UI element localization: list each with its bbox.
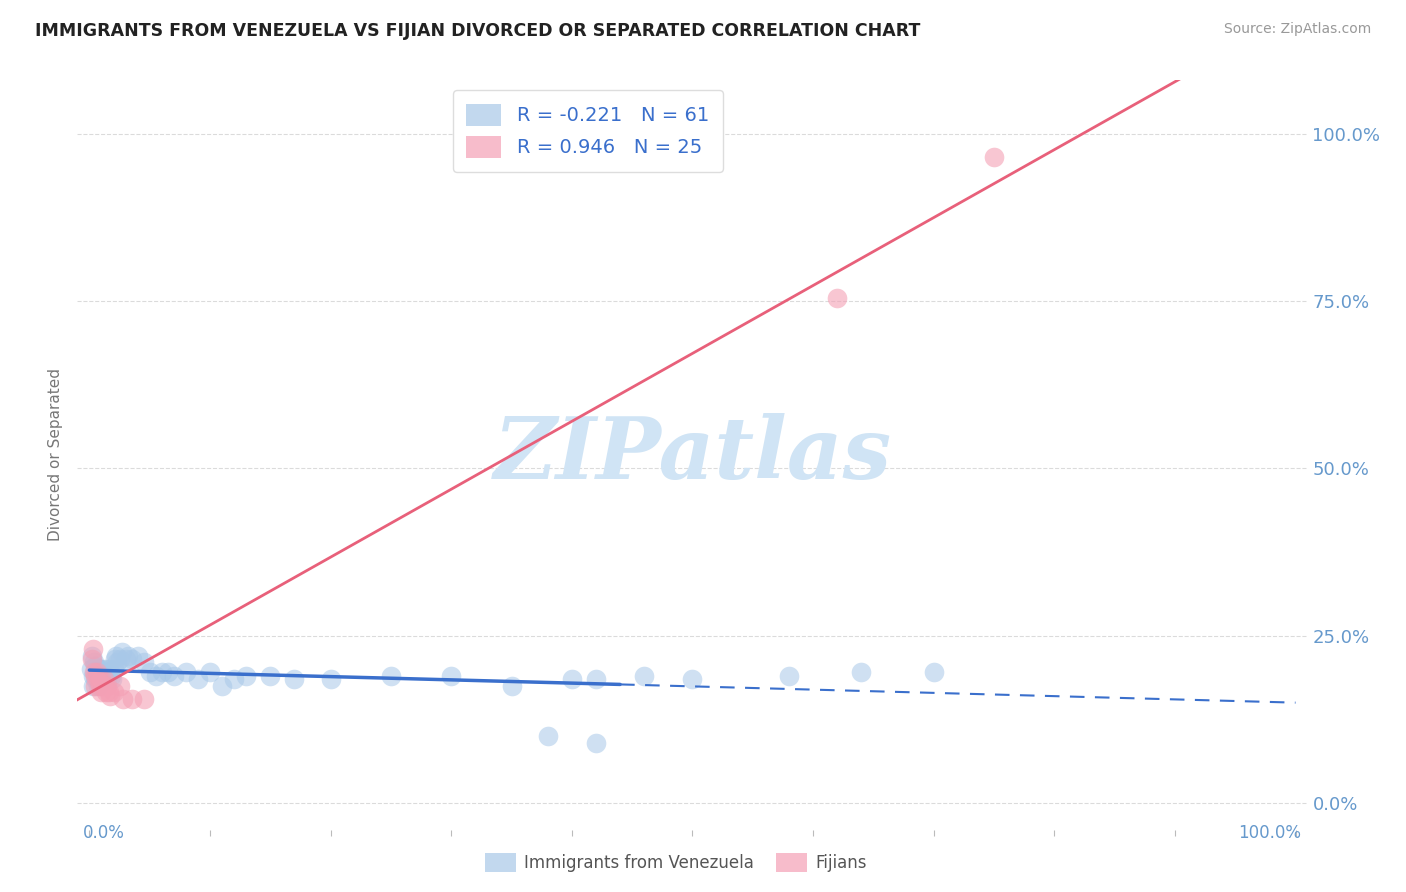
Point [93, 669, 115, 683]
Point [90, 672, 112, 686]
Point [163, 669, 186, 683]
Point [89, 665, 111, 680]
Point [91, 665, 114, 680]
Point [114, 652, 136, 666]
Text: ZIPatlas: ZIPatlas [494, 413, 891, 497]
Text: Immigrants from Venezuela: Immigrants from Venezuela [524, 854, 754, 871]
Point [121, 692, 143, 706]
Point [108, 652, 131, 666]
Point [145, 669, 167, 683]
Point [319, 672, 342, 686]
Point [96, 685, 118, 699]
Point [111, 645, 134, 659]
Text: Fijians: Fijians [815, 854, 868, 871]
Point [101, 672, 124, 686]
Point [585, 672, 607, 686]
Point [86, 665, 108, 680]
Point [96, 672, 118, 686]
Point [90, 662, 112, 676]
Point [127, 648, 149, 663]
Y-axis label: Divorced or Separated: Divorced or Separated [48, 368, 63, 541]
Text: 100.0%: 100.0% [1239, 824, 1302, 842]
Point [83, 655, 105, 669]
Point [585, 735, 607, 749]
Point [84, 669, 107, 683]
Point [983, 150, 1005, 164]
Point [132, 692, 155, 706]
Point [211, 679, 233, 693]
Point [86, 662, 108, 676]
Point [90, 672, 112, 686]
Point [259, 669, 281, 683]
Point [224, 672, 246, 686]
Point [87, 672, 110, 686]
Text: Source: ZipAtlas.com: Source: ZipAtlas.com [1223, 22, 1371, 37]
Point [80, 648, 103, 663]
Point [82, 679, 104, 693]
Point [138, 665, 160, 680]
Point [132, 655, 155, 669]
Point [96, 679, 118, 693]
Point [922, 665, 945, 680]
Point [79, 662, 101, 676]
Point [121, 652, 143, 666]
Point [103, 685, 125, 699]
Point [90, 685, 112, 699]
Point [851, 665, 873, 680]
Point [440, 669, 463, 683]
Point [82, 669, 104, 683]
Point [82, 642, 104, 657]
Point [105, 655, 128, 669]
Point [150, 665, 173, 680]
Point [156, 665, 179, 680]
Point [87, 669, 110, 683]
Point [778, 669, 800, 683]
Point [104, 648, 127, 663]
Text: IMMIGRANTS FROM VENEZUELA VS FIJIAN DIVORCED OR SEPARATED CORRELATION CHART: IMMIGRANTS FROM VENEZUELA VS FIJIAN DIVO… [35, 22, 921, 40]
Point [91, 679, 114, 693]
Point [174, 665, 197, 680]
Point [93, 672, 115, 686]
Point [100, 669, 122, 683]
Point [94, 662, 117, 676]
Point [283, 672, 305, 686]
Point [84, 658, 107, 673]
Point [98, 665, 121, 680]
Point [380, 669, 402, 683]
Legend: R = -0.221   N = 61, R = 0.946   N = 25: R = -0.221 N = 61, R = 0.946 N = 25 [453, 90, 723, 172]
Point [537, 729, 560, 743]
Point [87, 665, 110, 680]
Point [104, 652, 127, 666]
Point [87, 662, 110, 676]
Point [235, 669, 257, 683]
Point [89, 679, 111, 693]
Point [198, 665, 221, 680]
Point [87, 675, 110, 690]
Point [83, 665, 105, 680]
Point [84, 672, 107, 686]
Point [97, 662, 120, 676]
Point [561, 672, 583, 686]
Point [98, 689, 121, 703]
Point [96, 665, 118, 680]
Point [187, 672, 209, 686]
Point [94, 679, 117, 693]
Point [825, 291, 848, 305]
Text: 0.0%: 0.0% [83, 824, 125, 842]
Point [87, 679, 110, 693]
Point [117, 648, 139, 663]
Point [97, 685, 120, 699]
Point [682, 672, 704, 686]
Point [633, 669, 655, 683]
Point [103, 662, 125, 676]
Point [501, 679, 523, 693]
Point [112, 692, 135, 706]
Point [84, 679, 107, 693]
Point [80, 652, 103, 666]
Point [108, 679, 131, 693]
